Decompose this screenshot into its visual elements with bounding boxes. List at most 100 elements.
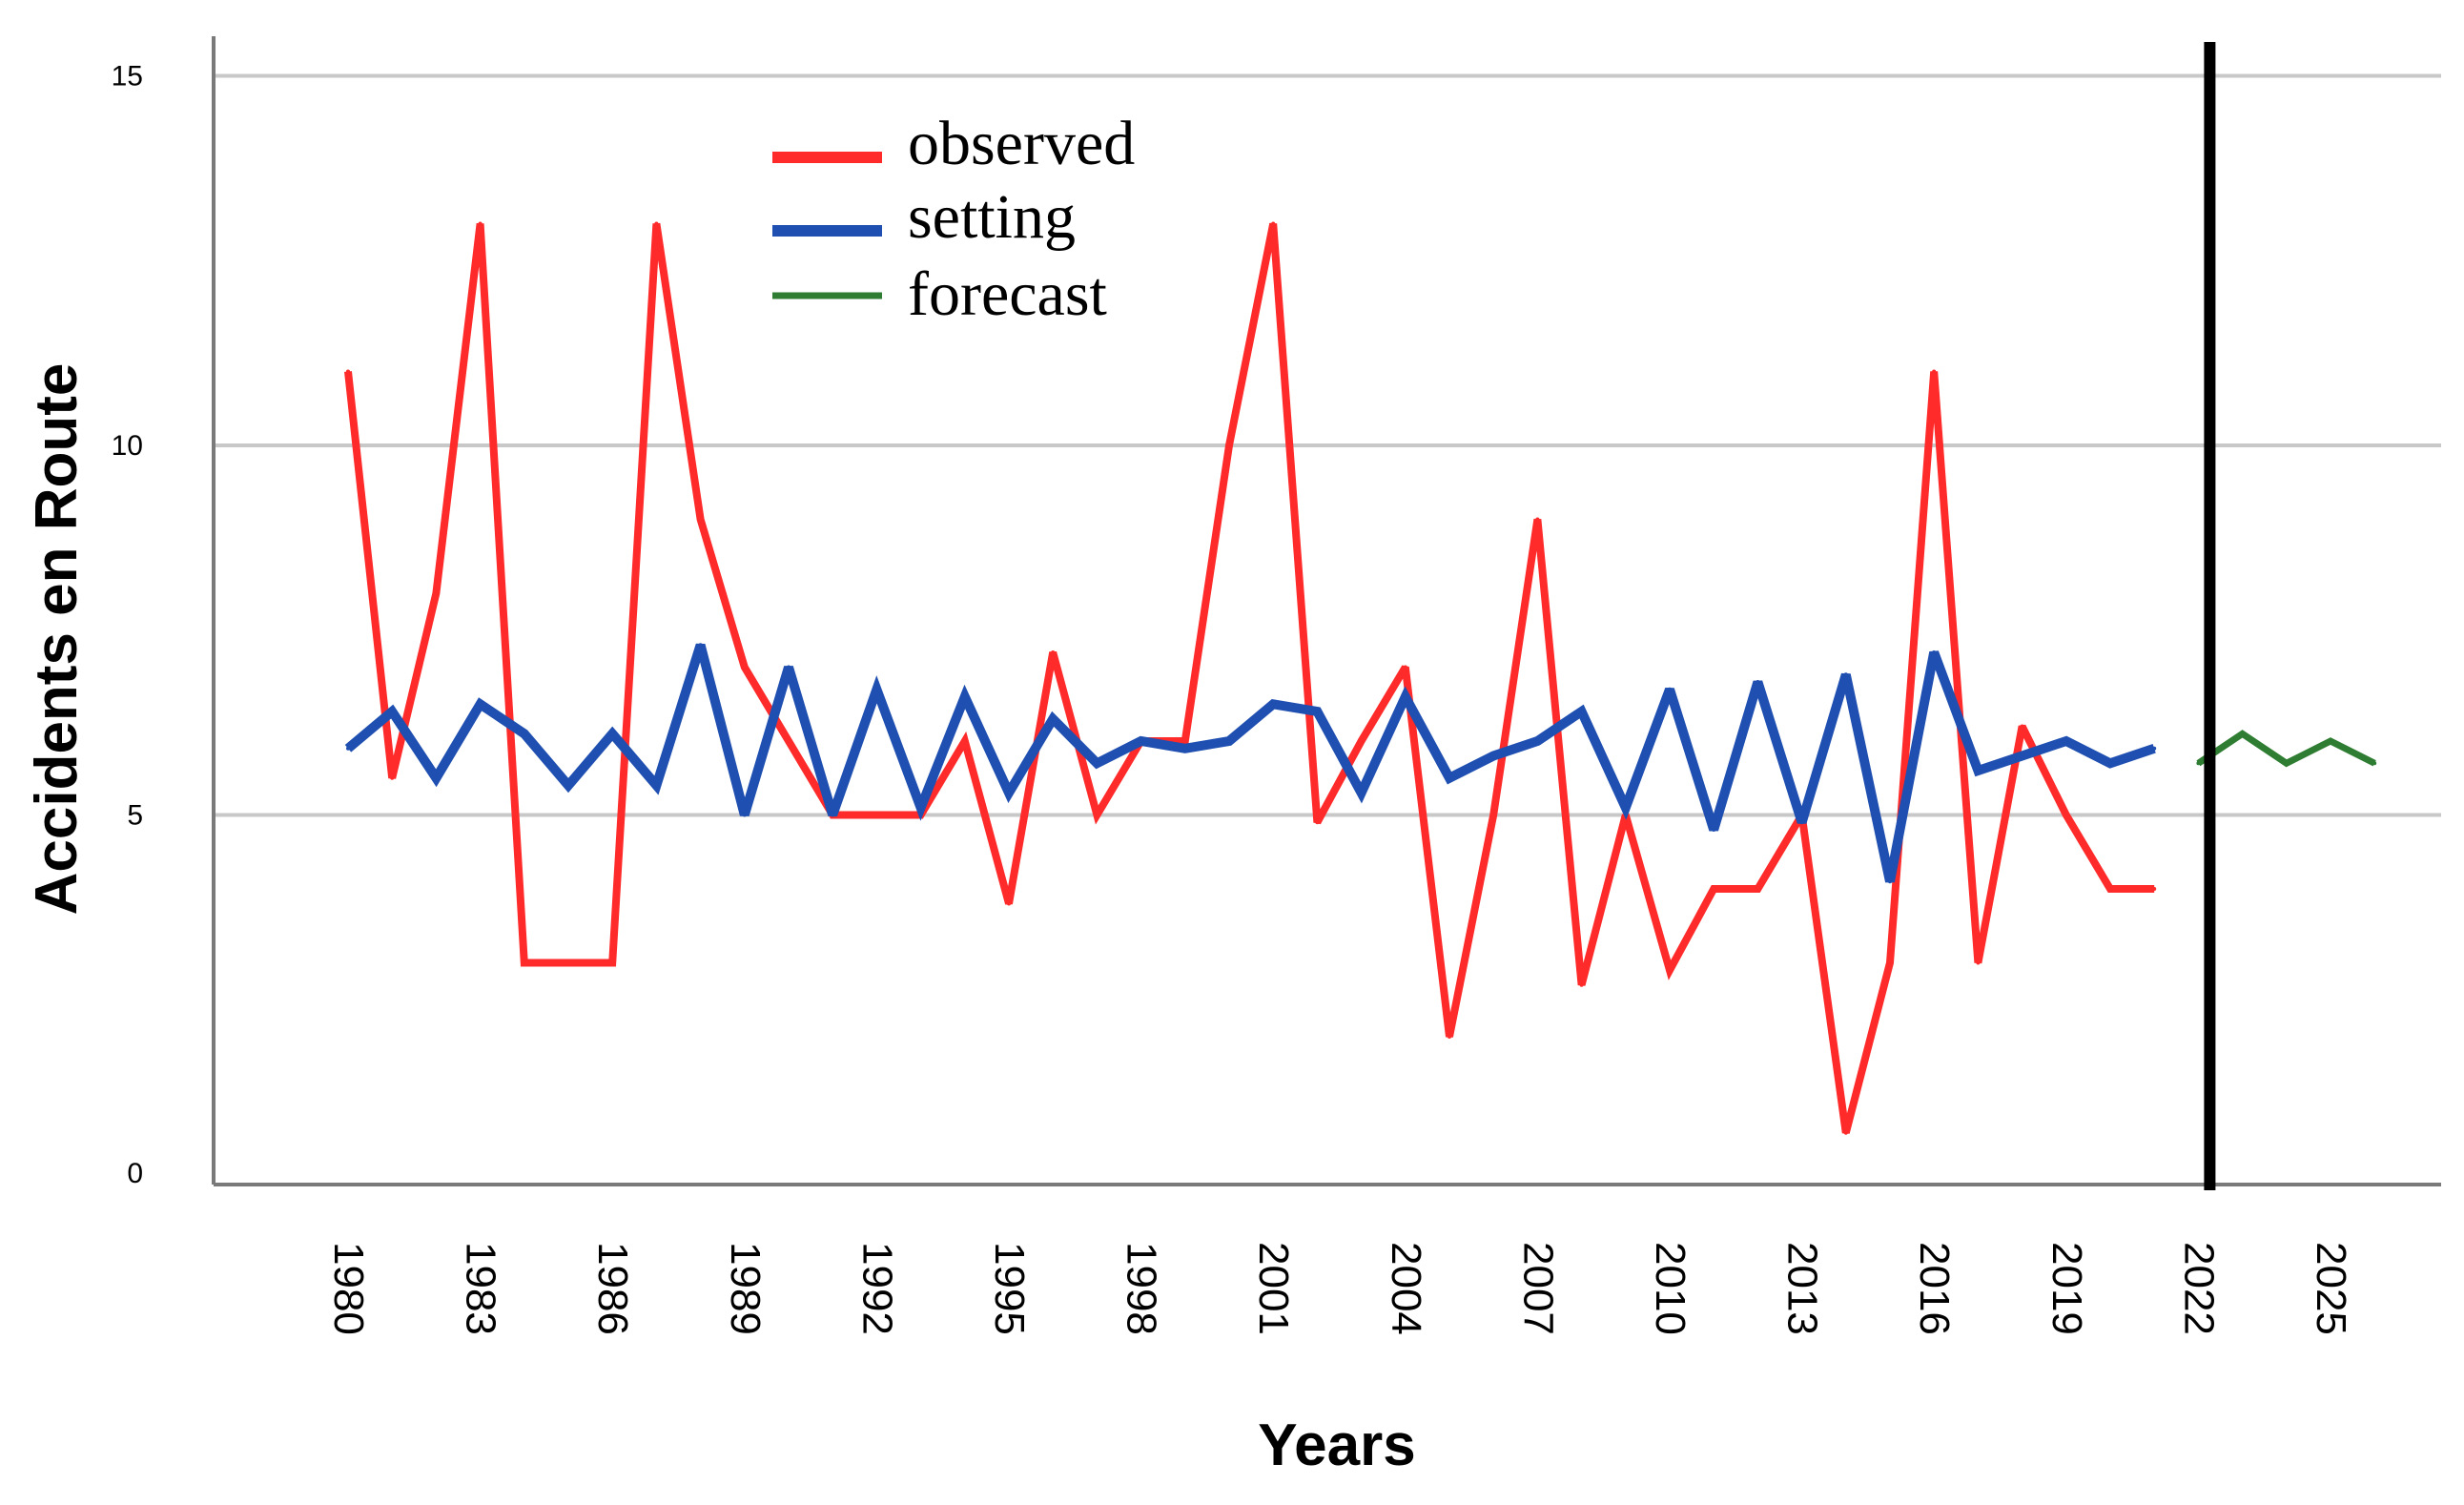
data-point-observed (610, 960, 615, 965)
data-point-setting (1403, 694, 1407, 699)
data-point-setting (434, 775, 439, 780)
data-point-setting (1271, 702, 1276, 707)
data-point-setting (1712, 828, 1716, 832)
data-point-setting (1227, 739, 1231, 743)
data-point-setting (874, 687, 879, 691)
data-point-setting (1888, 879, 1892, 884)
data-point-forecast (2329, 739, 2332, 743)
data-point-setting (610, 732, 615, 736)
data-point-setting (478, 702, 483, 707)
data-point-setting (1579, 710, 1584, 713)
legend-label-observed: observed (908, 109, 1135, 178)
x-tick-label: 2010 (1647, 1242, 1694, 1335)
data-point-setting (566, 783, 570, 788)
data-point-observed (1359, 739, 1364, 743)
data-point-observed (1843, 1130, 1848, 1135)
x-tick-label: 1995 (986, 1242, 1033, 1335)
gridlines (214, 73, 2441, 817)
data-point-setting (1139, 739, 1143, 743)
x-tick-label: 1986 (589, 1242, 636, 1335)
data-point-observed (2064, 813, 2068, 817)
data-point-observed (1491, 813, 1496, 817)
data-point-forecast (2196, 761, 2201, 766)
data-point-observed (2108, 887, 2112, 891)
x-tick-label: 2016 (1911, 1242, 1958, 1335)
data-point-setting (1668, 687, 1672, 691)
data-point-setting (1843, 672, 1848, 677)
x-tick-label: 2007 (1514, 1242, 1561, 1335)
data-point-observed (346, 369, 350, 374)
y-tick-label: 15 (112, 61, 143, 93)
data-point-observed (1051, 650, 1056, 654)
y-axis-title: Accidents en Route (24, 363, 90, 916)
data-point-observed (390, 775, 395, 780)
x-tick-label: 1980 (325, 1242, 372, 1335)
data-point-setting (698, 643, 703, 648)
x-axis-ticks: 1980 1983 1986 1989 1992 1995 1998 2001 2004 2007… (325, 1242, 2354, 1335)
data-point-observed (1668, 968, 1672, 973)
data-point-observed (1535, 517, 1540, 522)
data-point-setting (1359, 791, 1364, 795)
y-tick-label: 0 (127, 1158, 143, 1189)
x-tick-label: 2025 (2308, 1242, 2354, 1335)
data-point-observed (1712, 887, 1716, 891)
data-point-observed (1448, 1035, 1451, 1039)
data-point-setting (1095, 761, 1099, 766)
y-tick-label: 10 (112, 430, 143, 462)
data-point-observed (1315, 820, 1320, 825)
x-tick-label: 2022 (2175, 1242, 2222, 1335)
data-point-setting (1932, 650, 1937, 654)
data-point-observed (566, 960, 570, 965)
data-point-observed (1888, 960, 1892, 965)
data-point-observed (698, 517, 703, 522)
data-point-setting (787, 665, 791, 670)
y-axis-ticks: 0 5 10 15 (112, 61, 143, 1190)
data-point-setting (1491, 753, 1496, 758)
data-point-setting (346, 746, 350, 751)
data-point-setting (2108, 761, 2112, 766)
data-point-observed (1271, 221, 1276, 226)
data-point-observed (654, 221, 659, 226)
x-tick-label: 2019 (2043, 1242, 2090, 1335)
data-point-observed (1007, 901, 1011, 906)
x-tick-label: 1992 (853, 1242, 900, 1335)
data-point-observed (478, 221, 483, 226)
data-point-setting (1976, 769, 1981, 773)
x-tick-label: 2004 (1383, 1242, 1429, 1335)
data-point-observed (1227, 443, 1231, 447)
data-point-setting (1182, 746, 1187, 751)
data-point-forecast (2372, 761, 2377, 766)
data-point-setting (918, 805, 923, 810)
data-point-setting (2064, 739, 2068, 743)
y-tick-label: 5 (127, 800, 143, 832)
data-point-observed (2020, 724, 2024, 729)
data-point-setting (742, 813, 747, 817)
data-point-setting (1623, 805, 1628, 810)
data-point-observed (1756, 887, 1760, 891)
data-point-observed (874, 813, 879, 817)
data-point-forecast (2284, 761, 2289, 766)
legend-label-forecast: forecast (908, 259, 1107, 329)
x-tick-label: 1998 (1119, 1242, 1165, 1335)
data-point-observed (1579, 982, 1584, 987)
data-point-setting (654, 783, 659, 788)
data-point-observed (787, 739, 791, 743)
data-point-setting (1535, 739, 1540, 743)
data-point-forecast (2240, 732, 2245, 736)
legend: observed setting forecast (772, 109, 1135, 329)
data-point-observed (1932, 369, 1937, 374)
series-line-setting (344, 643, 2156, 883)
data-point-setting (2152, 746, 2157, 751)
data-point-setting (1007, 791, 1011, 795)
data-point-observed (2152, 887, 2157, 891)
data-point-setting (1799, 820, 1804, 825)
data-point-observed (1182, 739, 1187, 743)
data-point-setting (831, 813, 835, 817)
data-point-setting (962, 694, 967, 699)
data-point-setting (1051, 716, 1056, 721)
x-tick-label: 1989 (722, 1242, 769, 1335)
series-line-forecast (2196, 730, 2376, 768)
data-point-observed (962, 739, 967, 743)
data-point-observed (1095, 813, 1099, 817)
